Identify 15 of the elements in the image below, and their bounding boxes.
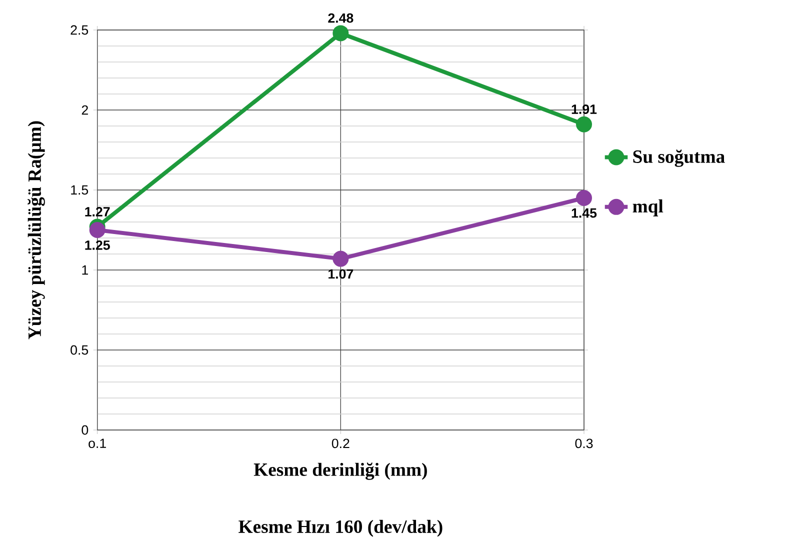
x-axis-title: Kesme derinliği (mm)	[254, 462, 427, 480]
y-tick-label: 2.5	[70, 25, 88, 35]
y-tick-label: 2	[82, 105, 88, 115]
legend-label: Su soğutma	[633, 150, 725, 167]
y-tick-label: 1	[82, 265, 88, 275]
data-label: 2.48	[328, 13, 354, 23]
y-tick-label: 0.5	[70, 345, 88, 355]
text: Kesme Hızı 160 (dev/dak)	[238, 520, 442, 537]
x-tick-label: 0.2	[332, 438, 350, 448]
y-axis-title: Yüzey pürüzlülüğü Ra(µm)	[28, 121, 45, 340]
x-tick-label: o.1	[88, 438, 106, 448]
y-tick-label: 0	[82, 425, 88, 435]
y-tick-label: 1.5	[71, 185, 88, 195]
legend-label: mql	[632, 199, 664, 216]
x-tick-label: 0.3	[575, 438, 593, 448]
